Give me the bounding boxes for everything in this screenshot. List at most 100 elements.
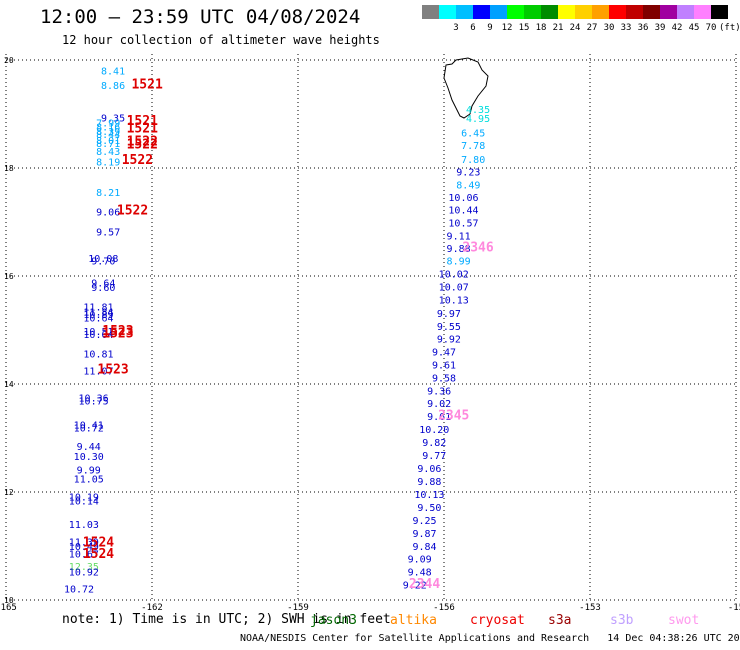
- swh-value-label: 10.06: [448, 193, 478, 204]
- swh-value-label: 10.44: [448, 205, 478, 216]
- mission-cryosat: cryosat: [470, 613, 525, 628]
- legend-label: 33: [620, 23, 632, 33]
- swh-value-label: 11.84: [83, 307, 113, 318]
- swh-values: 8.41 8.86 9.357.998.168.398.448.018.718.43…: [64, 67, 490, 596]
- swh-value-label: 9.50: [417, 503, 441, 514]
- swh-value-label: 8.01: [96, 136, 120, 147]
- swh-value-label: 11.81: [83, 303, 113, 314]
- pass-number-label: 1522: [127, 134, 158, 149]
- swh-value-label: 8.41: [101, 67, 125, 78]
- swh-value-label: 10.67: [69, 549, 99, 560]
- swh-value-label: 10.75: [79, 397, 109, 408]
- swh-value-label: 10.92: [69, 568, 99, 579]
- legend-swatch: [422, 5, 439, 19]
- mission-altika: altika: [390, 613, 437, 628]
- legend-swatch: [609, 5, 626, 19]
- swh-value-label: 10.02: [439, 270, 469, 281]
- swh-value-label: 7.80: [461, 155, 485, 166]
- swh-value-label: 10.51: [83, 327, 113, 338]
- x-tick-label: -159: [287, 603, 309, 613]
- swh-value-label: 9.35: [101, 114, 125, 125]
- x-tick-labels: -165 -162 -159 -156 -153 -15: [0, 603, 740, 613]
- swh-value-label: 9.36: [427, 386, 451, 397]
- legend-label: 15: [518, 23, 530, 33]
- swh-value-label: 8.71: [96, 139, 120, 150]
- swh-value-label: 9.61: [432, 360, 456, 371]
- swh-value-label: 8.49: [456, 181, 480, 192]
- pass-number-label: 2344: [409, 577, 440, 592]
- y-tick-labels: 10 12 14 16 18 20: [4, 56, 14, 605]
- x-tick-label: -15: [728, 603, 740, 613]
- swh-value-label: 10.13: [414, 490, 444, 501]
- legend-label: 24: [569, 23, 581, 33]
- pass-number-label: 1523: [102, 324, 133, 339]
- swh-value-label: 9.48: [408, 568, 432, 579]
- pass-number-label: 1521: [127, 114, 158, 129]
- legend-swatch: [439, 5, 456, 19]
- y-tick-label: 10: [4, 596, 14, 605]
- y-tick-label: 18: [4, 164, 14, 173]
- legend-swatch: [592, 5, 609, 19]
- legend-label: 36: [637, 23, 649, 33]
- pass-number-label: 1522: [122, 153, 153, 168]
- swh-value-label: 10.30: [74, 452, 104, 463]
- swh-value-label: 10.13: [439, 296, 469, 307]
- legend-label: 12: [501, 23, 513, 33]
- mission-jason3: jason3: [310, 613, 357, 628]
- swh-value-label: 10.07: [439, 283, 469, 294]
- legend-label: 45: [688, 23, 700, 33]
- swh-value-label: 9.70: [91, 257, 115, 268]
- pass-number-label: 1521: [131, 78, 162, 93]
- swh-value-label: 10.36: [79, 393, 109, 404]
- x-tick-label: -162: [141, 603, 163, 613]
- swh-value-label: 10.14: [69, 496, 99, 507]
- swh-value-label: 9.25: [412, 516, 436, 527]
- pass-number-label: 1524: [83, 547, 114, 562]
- swh-value-label: 11.05: [74, 474, 104, 485]
- mission-s3b: s3b: [610, 613, 634, 628]
- swh-value-label: 9.09: [408, 555, 432, 566]
- swh-value-label: 11.03: [69, 520, 99, 531]
- y-tick-label: 12: [4, 488, 14, 497]
- footer-note: note: 1) Time is in UTC; 2) SWH is in fe…: [62, 612, 391, 627]
- legend-swatch: [524, 5, 541, 19]
- swh-value-label: 9.02: [427, 399, 451, 410]
- swh-value-label: 9.92: [437, 334, 461, 345]
- legend-label: 18: [535, 23, 547, 33]
- y-tick-label: 20: [4, 56, 14, 65]
- swh-value-label: 9.06: [417, 464, 441, 475]
- swh-value-label: 10.72: [64, 584, 94, 595]
- pass-number-label: 1522: [117, 203, 148, 218]
- pass-number-label: 1522: [127, 138, 158, 153]
- swh-value-label: 10.81: [83, 350, 113, 361]
- swh-value-label: 10.20: [419, 425, 449, 436]
- swh-value-label: 11.39: [69, 537, 99, 548]
- x-tick-label: -156: [433, 603, 455, 613]
- swh-value-label: 9.55: [437, 322, 461, 333]
- pass-number-label: 1524: [83, 536, 114, 551]
- swh-value-label: 9.88: [447, 244, 471, 255]
- legend-label: 42: [671, 23, 683, 33]
- pass-number-label: 2346: [462, 241, 493, 256]
- swh-value-label: 8.44: [96, 130, 120, 141]
- swh-value-label: 10.89: [83, 310, 113, 321]
- pass-number-label: 1521: [127, 121, 158, 136]
- swh-value-label: 9.88: [417, 477, 441, 488]
- swh-value-label: 9.06: [96, 208, 120, 219]
- legend-swatch: [711, 5, 728, 19]
- swh-value-label: 9.64: [91, 278, 115, 289]
- mission-swot: swot: [668, 613, 700, 628]
- swh-value-label: 9.99: [77, 466, 101, 477]
- pass-number-label: 1523: [102, 327, 133, 342]
- legend-label: 70: [705, 23, 717, 33]
- chart-title: 12:00 — 23:59 UTC 04/08/2024: [40, 6, 361, 28]
- swh-value-label: 8.99: [447, 257, 471, 268]
- legend-swatch: [575, 5, 592, 19]
- swh-value-label: 7.78: [461, 141, 485, 152]
- legend-swatch: [626, 5, 643, 19]
- swh-value-label: 10.49: [69, 542, 99, 553]
- pass-number-label: 1523: [97, 363, 128, 378]
- swh-value-label: 10.57: [448, 218, 478, 229]
- legend-swatch: [490, 5, 507, 19]
